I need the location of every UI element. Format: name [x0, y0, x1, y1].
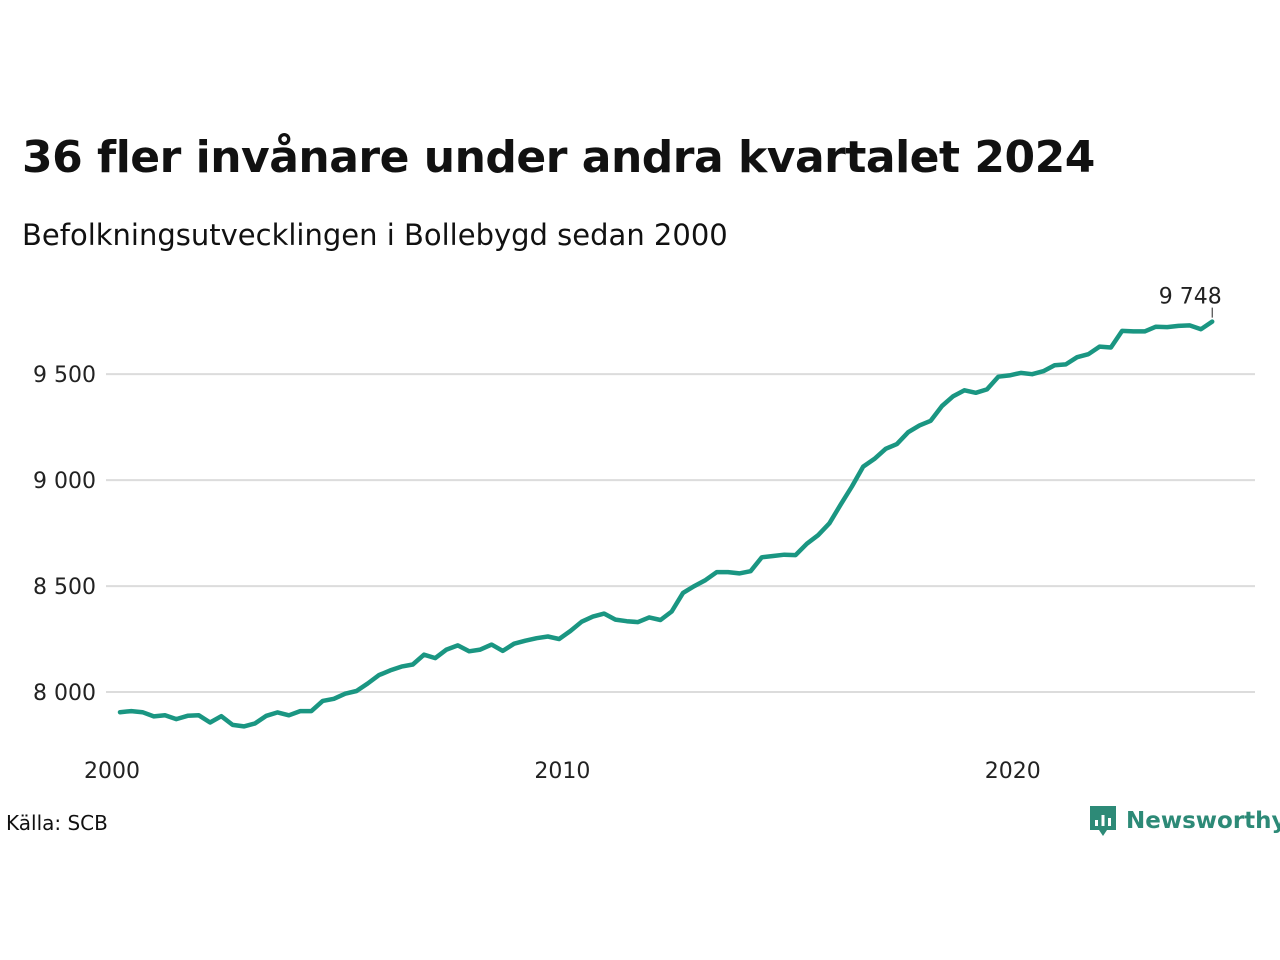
chart-subtitle: Befolkningsutvecklingen i Bollebygd seda…	[22, 218, 728, 252]
x-tick-label: 2010	[534, 759, 590, 784]
y-tick-label: 8 500	[33, 575, 96, 600]
gridlines	[106, 373, 1255, 694]
end-value-label: 9 748	[1159, 285, 1222, 310]
y-tick-label: 8 000	[33, 681, 96, 706]
source-note: Källa: SCB	[6, 811, 108, 835]
y-tick-label: 9 500	[33, 363, 96, 388]
chart-title: 36 fler invånare under andra kvartalet 2…	[22, 132, 1095, 183]
brand-name: Newsworthy	[1126, 808, 1280, 834]
x-tick-label: 2000	[84, 759, 140, 784]
y-axis-ticks: 8 000 8 500 9 000 9 500	[33, 363, 96, 706]
y-tick-label: 9 000	[33, 469, 96, 494]
line-chart: 8 000 8 500 9 000 9 500 2000 2010 2020 9 748	[33, 285, 1255, 784]
chart-bubble-icon	[1090, 806, 1116, 836]
population-line	[117, 319, 1215, 729]
x-axis-ticks: 2000 2010 2020	[84, 759, 1041, 784]
newsworthy-logo: Newsworthy	[1088, 804, 1280, 838]
x-tick-label: 2020	[985, 759, 1041, 784]
